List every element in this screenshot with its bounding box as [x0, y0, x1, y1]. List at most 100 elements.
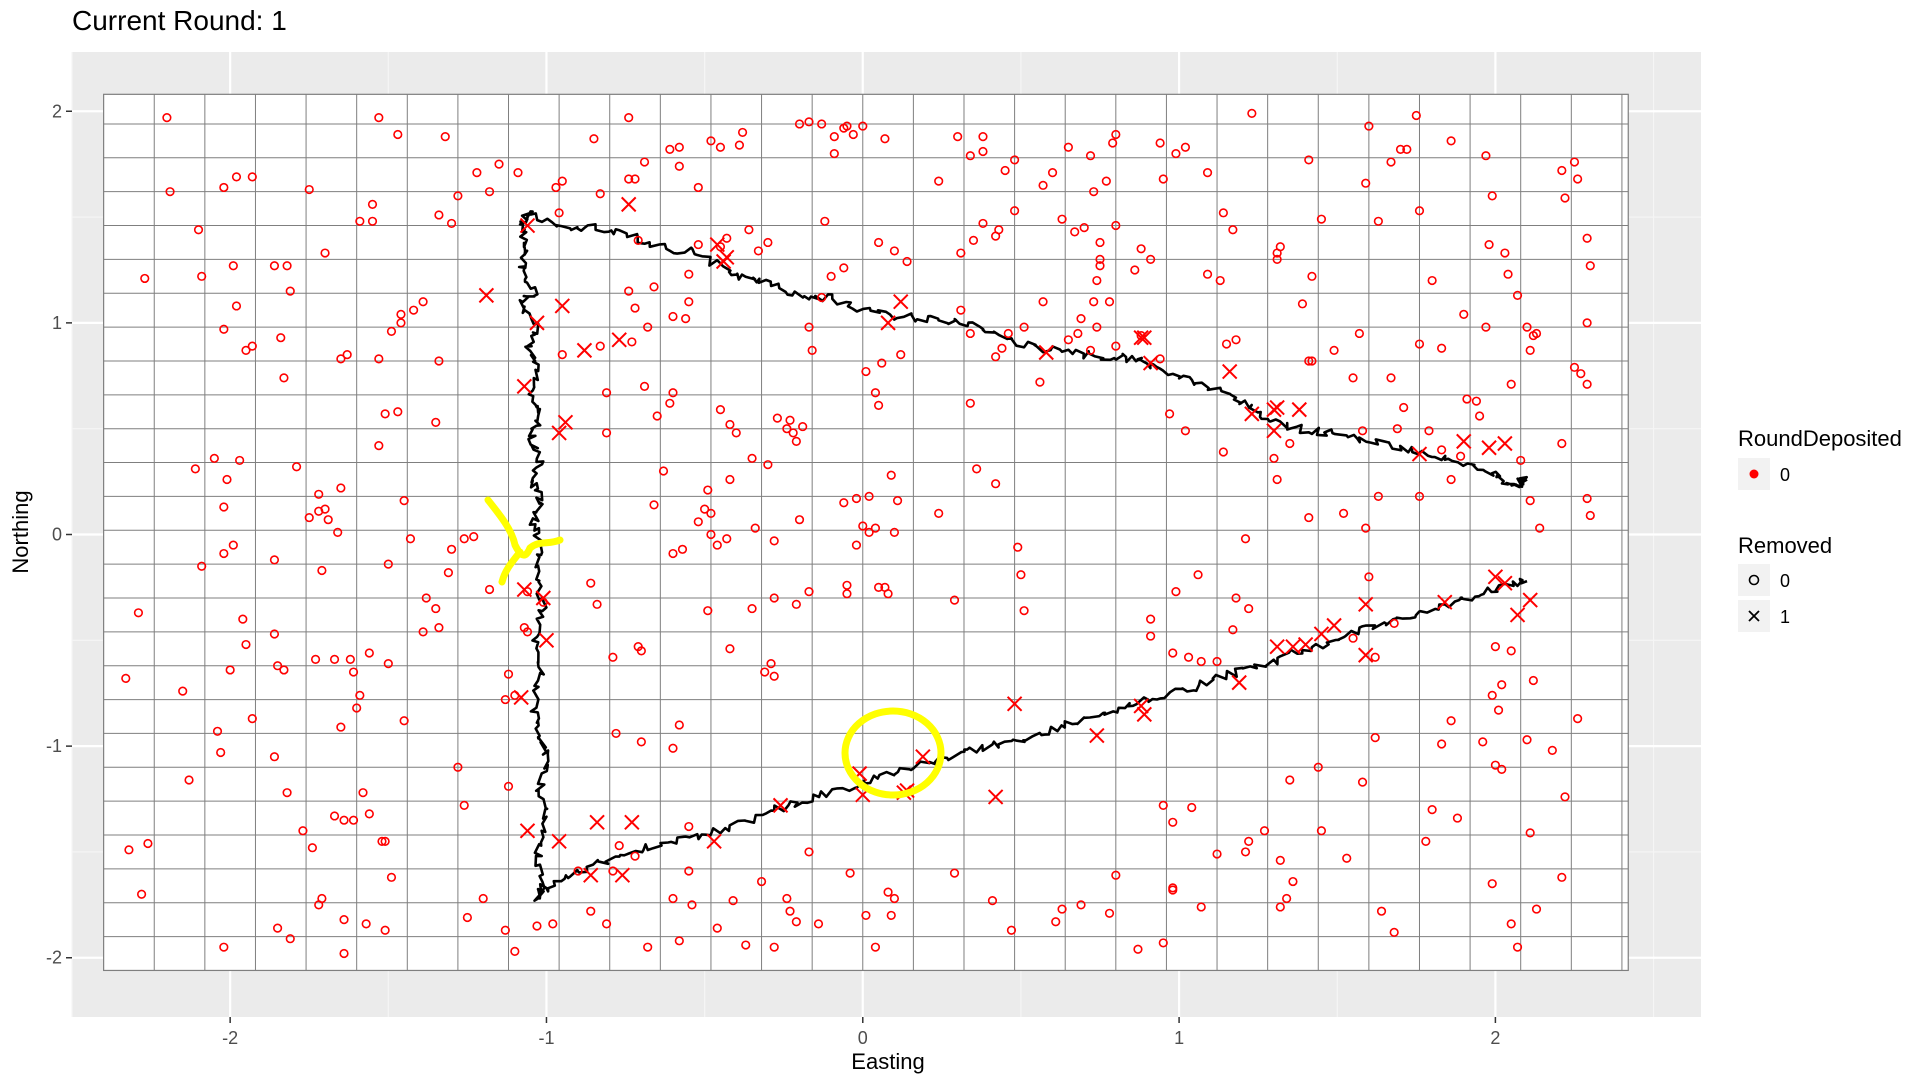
point-not-removed: [1180, 426, 1191, 436]
point-not-removed: [418, 297, 428, 307]
point-not-removed: [741, 940, 751, 950]
point-not-removed: [858, 521, 868, 531]
point-not-removed: [725, 419, 735, 430]
point-not-removed: [1218, 447, 1228, 457]
point-not-removed: [374, 113, 384, 123]
point-not-removed: [269, 629, 280, 639]
point-removed: [538, 632, 555, 649]
point-not-removed: [1003, 328, 1013, 339]
point-not-removed: [1585, 261, 1595, 271]
point-removed: [1481, 440, 1497, 456]
point-not-removed: [1158, 800, 1168, 810]
point-not-removed: [794, 119, 805, 129]
point-not-removed: [892, 496, 903, 506]
point-not-removed: [241, 639, 251, 650]
point-not-removed: [760, 667, 770, 677]
point-removed: [915, 748, 931, 765]
point-not-removed: [478, 893, 488, 904]
point-removed: [513, 689, 529, 706]
point-not-removed: [614, 840, 624, 851]
point-not-removed: [630, 303, 640, 313]
point-not-removed: [1535, 523, 1545, 533]
point-not-removed: [209, 453, 219, 463]
point-removed: [709, 236, 725, 253]
point-not-removed: [601, 428, 612, 438]
point-not-removed: [674, 720, 684, 730]
point-not-removed: [886, 910, 896, 921]
point-not-removed: [1512, 290, 1523, 300]
point-not-removed: [1525, 496, 1535, 506]
point-not-removed: [1019, 606, 1029, 616]
point-not-removed: [889, 527, 900, 537]
point-not-removed: [557, 176, 567, 186]
point-not-removed: [595, 341, 605, 351]
point-not-removed: [1247, 108, 1257, 118]
point-not-removed: [595, 189, 605, 199]
point-not-removed: [956, 248, 966, 258]
point-not-removed: [510, 946, 520, 956]
point-removed: [1497, 575, 1513, 591]
point-not-removed: [693, 182, 703, 193]
point-not-removed: [674, 142, 684, 152]
point-not-removed: [1111, 341, 1121, 351]
point-not-removed: [896, 350, 906, 360]
point-not-removed: [1304, 512, 1314, 523]
point-not-removed: [1285, 438, 1295, 449]
point-not-removed: [668, 548, 678, 559]
point-not-removed: [807, 345, 817, 355]
point-not-removed: [339, 815, 349, 825]
point-not-removed: [674, 936, 684, 946]
point-not-removed: [1497, 764, 1507, 775]
point-not-removed: [1013, 542, 1023, 552]
y-tick-label: 1: [52, 313, 62, 333]
point-removed: [1411, 446, 1428, 462]
legend: RoundDeposited 0 Removed 0 1: [1738, 426, 1902, 632]
point-not-removed: [861, 910, 871, 921]
point-not-removed: [782, 424, 792, 434]
point-not-removed: [1285, 775, 1295, 785]
point-not-removed: [235, 455, 245, 466]
point-not-removed: [364, 809, 374, 819]
point-not-removed: [1057, 214, 1067, 224]
point-not-removed: [1073, 328, 1083, 339]
point-not-removed: [586, 906, 596, 916]
point-not-removed: [1531, 328, 1542, 339]
point-removed: [583, 867, 599, 883]
point-not-removed: [782, 893, 792, 904]
point-not-removed: [712, 540, 722, 550]
point-not-removed: [842, 589, 852, 599]
point-not-removed: [769, 942, 779, 952]
point-not-removed: [949, 868, 960, 878]
point-removed: [557, 414, 574, 431]
point-not-removed: [1481, 151, 1491, 161]
point-not-removed: [684, 297, 694, 307]
point-not-removed: [336, 483, 346, 493]
point-not-removed: [934, 508, 944, 518]
point-not-removed: [665, 398, 675, 408]
point-not-removed: [785, 415, 795, 425]
point-not-removed: [883, 589, 893, 599]
point-not-removed: [1399, 402, 1409, 413]
point-not-removed: [304, 184, 314, 195]
point-not-removed: [1414, 339, 1425, 349]
point-not-removed: [703, 485, 713, 495]
point-not-removed: [873, 582, 884, 593]
point-removed: [535, 590, 552, 606]
point-not-removed: [861, 366, 871, 377]
point-not-removed: [1582, 318, 1592, 328]
point-not-removed: [1446, 716, 1456, 726]
legend-shape-label-0: 0: [1780, 571, 1790, 591]
point-not-removed: [1474, 411, 1485, 421]
point-not-removed: [1035, 377, 1045, 387]
point-not-removed: [1168, 817, 1178, 827]
point-not-removed: [1218, 208, 1228, 218]
point-not-removed: [190, 464, 200, 474]
point-removed: [554, 298, 570, 314]
point-not-removed: [1085, 345, 1096, 355]
point-removed: [1456, 433, 1472, 450]
point-not-removed: [165, 187, 175, 197]
point-not-removed: [1070, 227, 1080, 237]
point-not-removed: [216, 747, 226, 758]
point-not-removed: [1471, 396, 1482, 406]
point-not-removed: [715, 405, 726, 415]
